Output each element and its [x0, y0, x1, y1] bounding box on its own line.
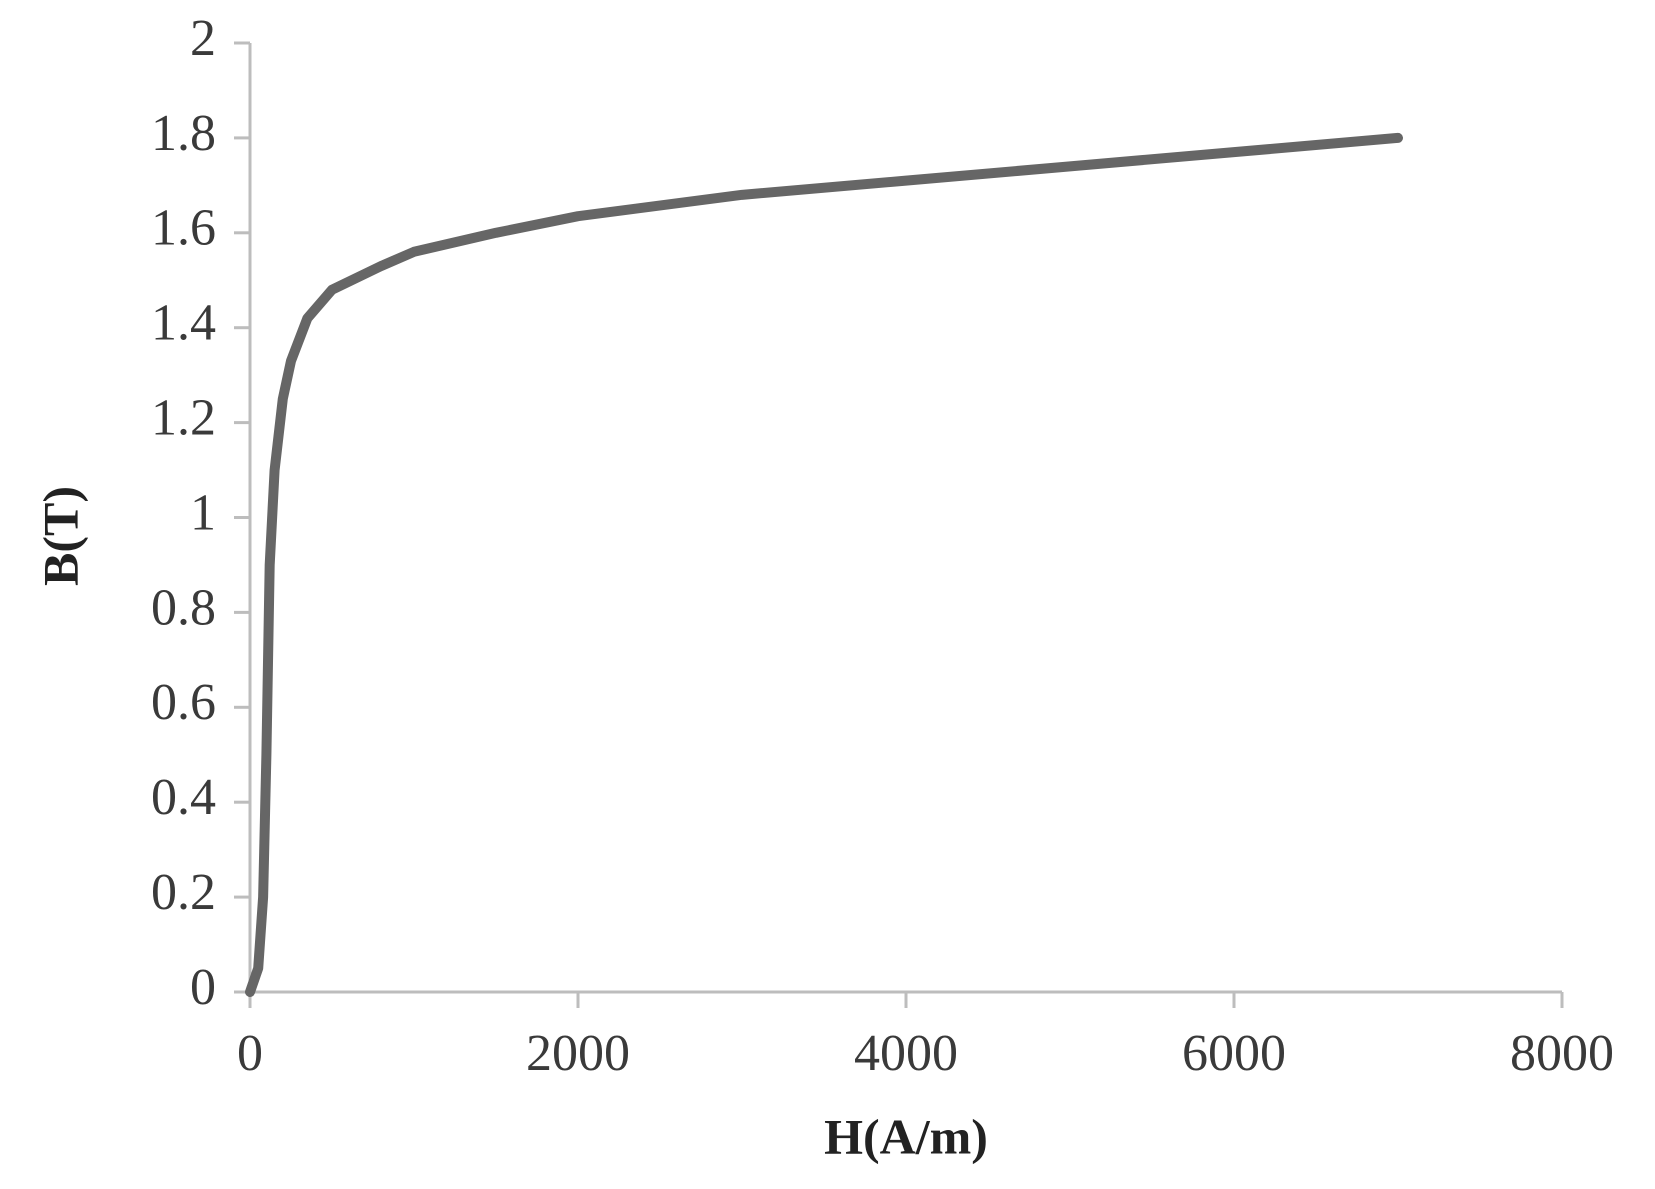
x-tick-label: 4000 [854, 1025, 958, 1082]
y-tick-label: 0.4 [151, 769, 216, 826]
y-tick-label: 1 [190, 484, 216, 541]
y-tick-label: 0.2 [151, 864, 216, 921]
x-tick-label: 0 [237, 1025, 263, 1082]
y-tick-label: 1.4 [151, 295, 216, 352]
line-series [245, 132, 1403, 997]
y-tick-label: 1.8 [151, 105, 216, 162]
x-tick-label: 6000 [1182, 1025, 1286, 1082]
y-tick-label: 1.6 [151, 200, 216, 257]
y-tick-label: 0.8 [151, 579, 216, 636]
y-axis-title: B(T) [32, 486, 88, 586]
y-tick-label: 0 [190, 959, 216, 1016]
y-tick-label: 2 [190, 10, 216, 67]
x-tick-label: 2000 [526, 1025, 630, 1082]
x-tick-label: 8000 [1510, 1025, 1614, 1082]
y-tick-label: 1.2 [151, 390, 216, 447]
y-tick-label: 0.6 [151, 674, 216, 731]
x-axis-title: H(A/m) [824, 1108, 988, 1164]
